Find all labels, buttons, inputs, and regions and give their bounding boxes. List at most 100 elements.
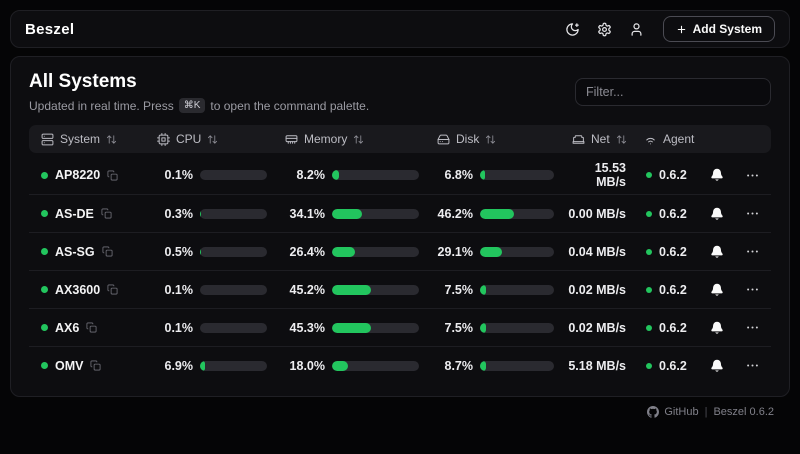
cpu-bar — [200, 209, 267, 219]
memory-cell: 45.2% — [277, 283, 429, 297]
alerts-button[interactable] — [706, 241, 728, 263]
memory-bar-fill — [332, 247, 355, 257]
card-header-text: All Systems Updated in real time. Press … — [29, 71, 369, 113]
memory-bar-fill — [332, 209, 362, 219]
cpu-bar-fill — [200, 361, 205, 371]
disk-value: 8.7% — [437, 359, 473, 373]
sort-icon — [616, 134, 627, 145]
memory-value: 8.2% — [285, 168, 325, 182]
app-logo[interactable]: Beszel — [25, 21, 74, 38]
row-menu-button[interactable] — [741, 278, 764, 301]
copy-button[interactable] — [107, 170, 118, 181]
copy-button[interactable] — [101, 208, 112, 219]
command-palette-kbd: ⌘K — [179, 98, 206, 113]
row-menu-button[interactable] — [741, 354, 764, 377]
filter-input[interactable] — [575, 78, 771, 106]
table-row[interactable]: OMV 6.9% 18.0% 8.7% 5.18 MB/s 0.6.2 — [29, 346, 771, 384]
table-row[interactable]: AS-DE 0.3% 34.1% 46.2% 0.00 MB/s 0.6.2 — [29, 194, 771, 232]
system-cell[interactable]: AS-SG — [29, 245, 149, 259]
alerts-button[interactable] — [706, 279, 728, 301]
disk-value: 46.2% — [437, 207, 473, 221]
agent-cell: 0.6.2 — [636, 245, 700, 259]
table-row[interactable]: AP8220 0.1% 8.2% 6.8% 15.53 MB/s 0.6.2 — [29, 156, 771, 194]
system-name: AX6 — [55, 321, 79, 335]
column-header-memory[interactable]: Memory — [277, 132, 429, 146]
alerts-button[interactable] — [706, 355, 728, 377]
cpu-icon — [157, 133, 170, 146]
net-value: 0.02 MB/s — [564, 321, 636, 335]
moon-star-icon — [565, 22, 580, 37]
memory-cell: 18.0% — [277, 359, 429, 373]
theme-toggle-button[interactable] — [559, 16, 587, 42]
settings-button[interactable] — [591, 16, 619, 42]
agent-status-dot — [646, 363, 652, 369]
status-dot — [41, 286, 48, 293]
bell-icon — [710, 359, 724, 373]
system-cell[interactable]: AS-DE — [29, 207, 149, 221]
sort-icon — [353, 134, 364, 145]
system-name: OMV — [55, 359, 83, 373]
top-bar: Beszel Add System — [10, 10, 790, 48]
user-icon — [629, 22, 644, 37]
memory-bar — [332, 285, 419, 295]
status-dot — [41, 324, 48, 331]
net-value: 5.18 MB/s — [564, 359, 636, 373]
alerts-button[interactable] — [706, 164, 728, 186]
memory-value: 34.1% — [285, 207, 325, 221]
cpu-cell: 0.5% — [149, 245, 277, 259]
table-row[interactable]: AX3600 0.1% 45.2% 7.5% 0.02 MB/s 0.6.2 — [29, 270, 771, 308]
agent-cell: 0.6.2 — [636, 359, 700, 373]
alerts-button[interactable] — [706, 203, 728, 225]
disk-bar-fill — [480, 285, 486, 295]
bell-icon — [710, 245, 724, 259]
row-menu-button[interactable] — [741, 202, 764, 225]
system-cell[interactable]: AX3600 — [29, 283, 149, 297]
memory-cell: 8.2% — [277, 168, 429, 182]
disk-bar-fill — [480, 170, 485, 180]
agent-status-dot — [646, 287, 652, 293]
disk-cell: 7.5% — [429, 283, 564, 297]
memory-bar — [332, 247, 419, 257]
copy-button[interactable] — [102, 246, 113, 257]
copy-button[interactable] — [86, 322, 97, 333]
copy-button[interactable] — [107, 284, 118, 295]
system-cell[interactable]: OMV — [29, 359, 149, 373]
agent-cell: 0.6.2 — [636, 283, 700, 297]
copy-button[interactable] — [90, 360, 101, 371]
column-header-net[interactable]: Net — [564, 132, 636, 146]
column-header-system[interactable]: System — [29, 132, 149, 146]
alerts-button[interactable] — [706, 317, 728, 339]
memory-value: 18.0% — [285, 359, 325, 373]
column-header-cpu[interactable]: CPU — [149, 132, 277, 146]
memory-bar-fill — [332, 323, 371, 333]
subtitle-prefix: Updated in real time. Press — [29, 99, 174, 113]
table-row[interactable]: AX6 0.1% 45.3% 7.5% 0.02 MB/s 0.6.2 — [29, 308, 771, 346]
agent-cell: 0.6.2 — [636, 321, 700, 335]
system-cell[interactable]: AX6 — [29, 321, 149, 335]
cpu-bar — [200, 361, 267, 371]
disk-value: 7.5% — [437, 283, 473, 297]
table-row[interactable]: AS-SG 0.5% 26.4% 29.1% 0.04 MB/s 0.6.2 — [29, 232, 771, 270]
agent-version: 0.6.2 — [659, 321, 687, 335]
agent-status-dot — [646, 172, 652, 178]
user-menu-button[interactable] — [623, 16, 651, 42]
column-header-disk[interactable]: Disk — [429, 132, 564, 146]
ethernet-icon — [572, 133, 585, 146]
disk-bar — [480, 209, 554, 219]
disk-bar — [480, 247, 554, 257]
top-bar-actions: Add System — [559, 16, 775, 42]
copy-icon — [86, 322, 97, 333]
row-menu-button[interactable] — [741, 164, 764, 187]
page-footer: GitHub | Beszel 0.6.2 — [0, 406, 800, 418]
row-menu-button[interactable] — [741, 316, 764, 339]
bell-icon — [710, 321, 724, 335]
status-dot — [41, 362, 48, 369]
memory-icon — [285, 133, 298, 146]
memory-value: 26.4% — [285, 245, 325, 259]
github-link[interactable]: GitHub — [647, 406, 698, 418]
add-system-button[interactable]: Add System — [663, 16, 775, 42]
bell-icon — [710, 283, 724, 297]
status-dot — [41, 172, 48, 179]
row-menu-button[interactable] — [741, 240, 764, 263]
system-cell[interactable]: AP8220 — [29, 168, 149, 182]
